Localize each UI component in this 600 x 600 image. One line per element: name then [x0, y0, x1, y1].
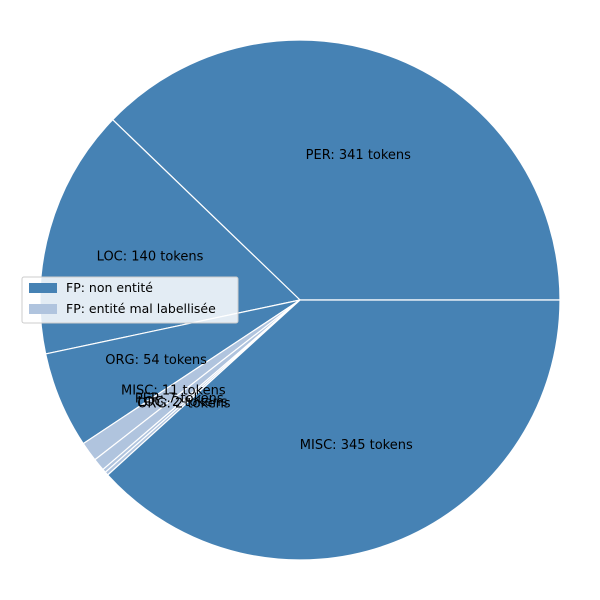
slice-label-1: LOC: 140 tokens [97, 250, 204, 265]
legend-swatch-mal-labellisee [29, 304, 57, 314]
pie-slice-0 [112, 39, 561, 301]
slice-label-7: MISC: 345 tokens [300, 438, 413, 453]
slice-label-4: PER: 7 tokens [135, 391, 224, 406]
legend-label-mal-labellisee: FP: entité mal labellisée [66, 301, 216, 316]
slice-label-5: LOC: 2 tokens [137, 395, 227, 410]
pie-slice-7 [107, 299, 561, 561]
legend: FP: non entité FP: entité mal labellisée [21, 276, 239, 324]
legend-swatch-non-entite [29, 283, 57, 293]
legend-box [21, 276, 239, 324]
legend-label-non-entite: FP: non entité [66, 280, 153, 295]
slice-label-3: MISC: 11 tokens [121, 384, 226, 399]
slice-label-6: ORG: 2 tokens [137, 397, 231, 412]
slice-label-0: PER: 341 tokens [306, 148, 411, 163]
slice-label-2: ORG: 54 tokens [105, 353, 207, 368]
pie-labels: PER: 341 tokens LOC: 140 tokens ORG: 54 to… [97, 148, 413, 453]
pie-slices [39, 39, 561, 561]
